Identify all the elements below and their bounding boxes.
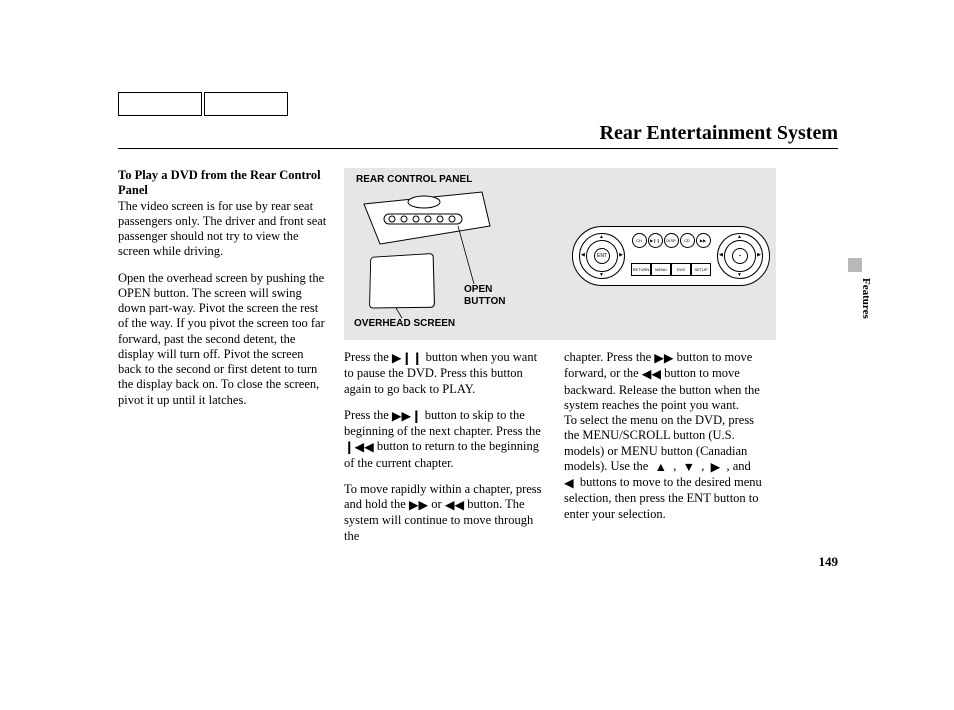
remote-left-dpad: ENT ▲ ▼ ◀ ▶ xyxy=(579,233,625,279)
left-heading: To Play a DVD from the Rear Control Pane… xyxy=(118,168,321,197)
remote-top-4-icon: CD xyxy=(680,233,695,248)
remote-bot-1-icon: RETURN xyxy=(631,263,651,276)
remote-right-center-icon: ▪ xyxy=(732,248,748,264)
ffwd-icon: ▶▶ xyxy=(409,498,428,513)
remote-bot-3-icon: DVD xyxy=(671,263,691,276)
mid-p2a: Press the xyxy=(344,408,389,422)
header-box-1 xyxy=(118,92,202,116)
rew-icon-2: ◀◀ xyxy=(642,367,661,382)
mid-p1a: Press the xyxy=(344,350,389,364)
rew-icon: ◀◀ xyxy=(445,498,464,513)
remote-top-3-icon: DISP xyxy=(664,233,679,248)
right-p2b: , xyxy=(673,459,676,473)
mid-p3b: or xyxy=(431,497,441,511)
left-p1: The video screen is for use by rear seat… xyxy=(118,199,326,259)
down-arrow-icon: ▼ xyxy=(683,460,695,475)
right-p1a: chapter. Press the xyxy=(564,350,651,364)
remote-ent-button-icon: ENT xyxy=(594,248,610,264)
remote-top-5-icon: ▶▶ xyxy=(696,233,711,248)
right-arrow-icon: ▶ xyxy=(711,460,721,475)
right-p2e: buttons to move to the desired menu sele… xyxy=(564,475,762,521)
remote-bot-2-icon: MENU xyxy=(651,263,671,276)
column-right: chapter. Press the ▶▶ button to move for… xyxy=(564,350,766,533)
prev-track-icon: ❙◀◀ xyxy=(344,440,374,455)
left-p2: Open the overhead screen by pushing the … xyxy=(118,271,325,407)
section-tab-label: Features xyxy=(860,278,872,319)
label-open-button: OPEN BUTTON xyxy=(464,284,505,307)
next-track-icon: ▶▶❙ xyxy=(392,409,422,424)
header-boxes xyxy=(118,92,288,116)
label-overhead-screen: OVERHEAD SCREEN xyxy=(354,318,455,329)
left-arrow-icon: ◀ xyxy=(564,476,574,491)
remote-right-dpad: ▪ ▲ ▼ ◀ ▶ xyxy=(717,233,763,279)
column-middle: Press the ▶❙❙ button when you want to pa… xyxy=(344,350,546,555)
remote-drawing: ENT ▲ ▼ ◀ ▶ ▪ ▲ ▼ ◀ ▶ CH ▶❙❙ DISP CD ▶▶ … xyxy=(572,226,770,286)
column-left: To Play a DVD from the Rear Control Pane… xyxy=(118,168,330,419)
right-p2d: , and xyxy=(726,459,750,473)
page-number: 149 xyxy=(819,554,839,570)
ffwd-icon-2: ▶▶ xyxy=(654,351,673,366)
section-tab-marker xyxy=(848,258,862,272)
page-title: Rear Entertainment System xyxy=(600,122,838,145)
header-box-2 xyxy=(204,92,288,116)
title-rule xyxy=(118,148,838,149)
right-p2c: , xyxy=(701,459,704,473)
up-arrow-icon: ▲ xyxy=(655,460,667,475)
remote-top-2-icon: ▶❙❙ xyxy=(648,233,663,248)
play-pause-icon: ▶❙❙ xyxy=(392,351,423,366)
remote-top-1-icon: CH xyxy=(632,233,647,248)
remote-bot-4-icon: SETUP xyxy=(691,263,711,276)
diagram-panel: REAR CONTROL PANEL OPEN BUTTON OVERHEAD … xyxy=(344,168,776,340)
